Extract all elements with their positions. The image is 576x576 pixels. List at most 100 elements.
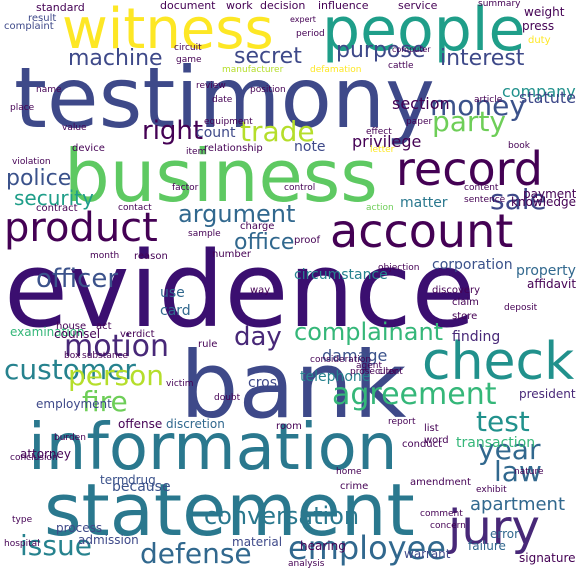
- word: period: [296, 29, 325, 39]
- word: act: [96, 321, 112, 332]
- word: customer: [4, 353, 136, 386]
- word: expert: [290, 15, 316, 24]
- word: motion: [64, 329, 170, 364]
- word: hospital: [4, 539, 40, 549]
- word: warrant: [404, 547, 451, 561]
- word: list: [424, 423, 439, 434]
- word: device: [72, 143, 105, 154]
- word: affidavit: [527, 277, 576, 291]
- word: review: [196, 81, 226, 91]
- word: card: [160, 303, 191, 319]
- word: nature: [514, 467, 544, 477]
- word: objection: [378, 263, 420, 273]
- word: computer: [392, 45, 431, 54]
- word: cattle: [388, 61, 414, 71]
- word: box: [64, 351, 81, 361]
- word: admission: [78, 533, 139, 547]
- word: conversation: [204, 502, 360, 530]
- word: discovery: [432, 285, 481, 296]
- word: agent: [356, 361, 382, 371]
- word: officer: [36, 264, 119, 294]
- word: weight: [524, 5, 565, 19]
- word: client: [378, 367, 403, 377]
- word: failure: [468, 539, 506, 553]
- word: summary: [478, 0, 521, 9]
- word: money: [430, 89, 526, 122]
- word: item: [186, 147, 207, 157]
- word: argument: [178, 200, 296, 228]
- word: way: [250, 285, 271, 296]
- word: machine: [68, 46, 163, 71]
- word: transaction: [456, 435, 536, 451]
- word: matter: [400, 195, 448, 211]
- word: content: [464, 183, 499, 193]
- word: result: [28, 13, 57, 24]
- word: victim: [166, 379, 194, 389]
- word: value: [62, 123, 87, 133]
- word: examination: [10, 325, 85, 339]
- word: reason: [134, 251, 168, 262]
- word: material: [232, 535, 283, 549]
- word: police: [6, 166, 72, 191]
- word: telephone: [300, 369, 371, 385]
- word: people: [322, 0, 526, 65]
- word: influence: [318, 0, 369, 12]
- word: factor: [172, 183, 199, 193]
- word: law: [494, 455, 542, 488]
- word: comment: [420, 509, 463, 519]
- word: standard: [36, 1, 85, 14]
- word: evidence: [4, 229, 476, 351]
- word: error: [490, 527, 520, 541]
- word: action: [366, 203, 394, 213]
- word: issue: [20, 529, 92, 562]
- word: claim: [452, 297, 479, 308]
- word: privilege: [352, 132, 422, 151]
- word: defense: [140, 537, 252, 570]
- word: store: [452, 311, 478, 322]
- word: violation: [12, 157, 51, 167]
- word: book: [508, 141, 530, 151]
- word: circumstance: [294, 267, 388, 283]
- word: bank: [180, 332, 407, 439]
- word: jury: [448, 500, 540, 556]
- word: trade: [240, 115, 315, 148]
- word: secret: [234, 44, 302, 69]
- word: effect: [366, 127, 392, 137]
- word: person: [68, 359, 164, 392]
- word: agreement: [332, 377, 497, 412]
- word: because: [112, 479, 171, 495]
- word: signature: [519, 551, 576, 565]
- word: note: [294, 139, 326, 155]
- word: apartment: [470, 494, 566, 515]
- word: relationship: [204, 143, 263, 154]
- word: paper: [406, 117, 433, 127]
- word: drug: [128, 473, 156, 487]
- word: decision: [260, 0, 306, 12]
- word: check: [422, 332, 575, 392]
- word: offense: [118, 417, 163, 431]
- word: company: [502, 82, 576, 101]
- word: home: [336, 467, 362, 477]
- word: record: [396, 142, 543, 196]
- word: interest: [440, 46, 525, 71]
- word: finding: [452, 329, 501, 345]
- word: type: [12, 515, 33, 525]
- word: contact: [118, 203, 152, 213]
- word: counsel: [54, 327, 101, 341]
- word: service: [398, 0, 438, 12]
- word: game: [176, 55, 202, 65]
- word: conclusion: [10, 453, 58, 463]
- word: consideration: [310, 355, 372, 365]
- word: test: [476, 405, 530, 438]
- word: purpose: [336, 38, 426, 63]
- word: substance: [82, 351, 129, 361]
- word: verdict: [120, 329, 155, 340]
- word: right: [142, 116, 204, 146]
- word: circuit: [174, 43, 202, 53]
- word: count: [196, 125, 236, 141]
- word: proof: [294, 235, 320, 246]
- word: sentence: [464, 195, 506, 205]
- word: year: [478, 433, 541, 466]
- word: conduct: [402, 439, 443, 450]
- word: discretion: [166, 417, 225, 431]
